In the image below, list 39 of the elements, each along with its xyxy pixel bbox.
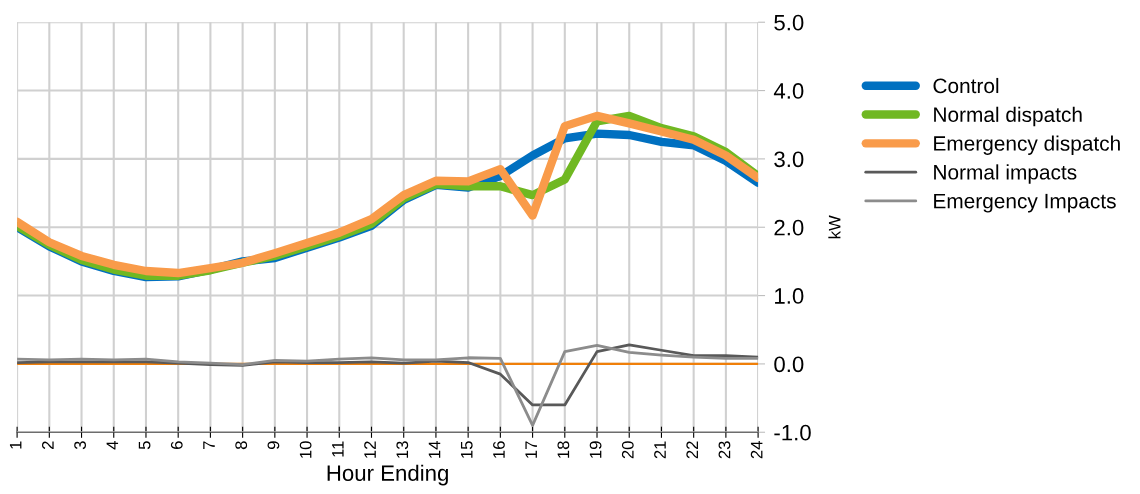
y-tick-label: -1.0 [774, 424, 811, 441]
x-tick-label: 11 [332, 441, 344, 457]
x-tick-label: 4 [106, 441, 119, 450]
y-tick-label: 4.0 [773, 83, 804, 99]
y-axis-title: kW [828, 215, 841, 239]
x-tick-label: 21 [654, 441, 666, 459]
legend-label: Control [933, 77, 999, 94]
x-tick-label: 9 [267, 441, 280, 450]
x-tick-label: 10 [299, 441, 312, 458]
x-tick-label: 22 [686, 441, 698, 459]
x-tick-label: 15 [460, 441, 473, 458]
x-tick-label: 12 [364, 441, 376, 458]
y-tick-label: 3.0 [774, 151, 804, 168]
legend-label: Normal dispatch [934, 106, 1082, 127]
x-tick-label: 17 [525, 441, 537, 458]
legend-label: Normal impacts [934, 164, 1077, 184]
x-tick-label: 23 [718, 441, 731, 459]
x-tick-label: 2 [41, 441, 54, 450]
y-tick-label: 0.0 [774, 356, 804, 373]
x-tick-label: 19 [589, 441, 602, 458]
x-tick-label: 24 [750, 441, 763, 459]
x-tick-label: 18 [557, 441, 570, 458]
line-series [17, 344, 759, 427]
y-tick-label: 1.0 [775, 288, 804, 304]
x-tick-label: 1 [9, 441, 22, 449]
x-tick-label: 3 [74, 441, 87, 450]
x-tick-label: 13 [396, 441, 409, 458]
legend-label: Emergency Impacts [934, 193, 1116, 213]
x-tick-label: 20 [621, 441, 634, 459]
y-tick-label: 5.0 [774, 14, 804, 31]
x-tick-label: 6 [170, 441, 183, 450]
x-tick-label: 16 [493, 441, 505, 458]
y-tick-label: 2.0 [774, 219, 804, 236]
x-tick-label: 8 [235, 441, 248, 450]
x-tick-label: 5 [138, 441, 151, 450]
x-axis-title: Hour Ending [327, 464, 448, 486]
x-tick-label: 7 [203, 441, 215, 449]
legend-label: Emergency dispatch [934, 135, 1120, 155]
x-tick-label: 14 [428, 441, 441, 458]
